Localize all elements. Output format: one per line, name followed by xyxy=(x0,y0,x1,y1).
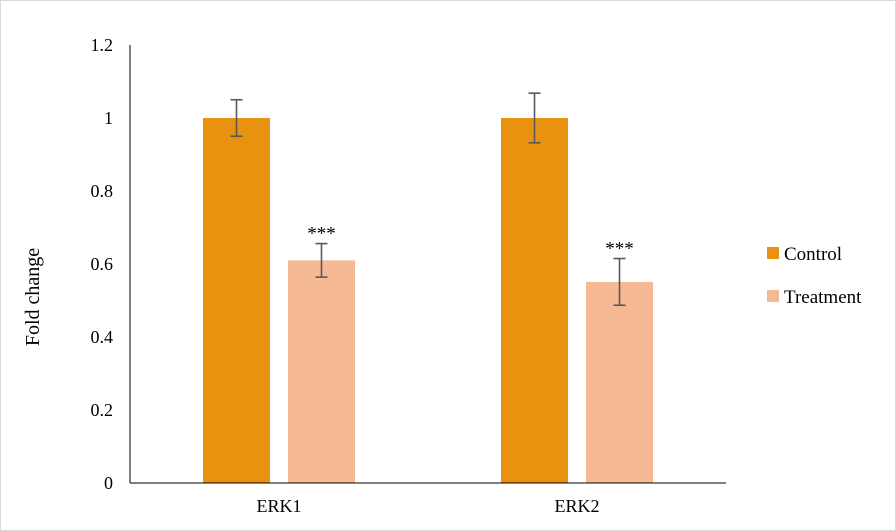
y-tick-label: 0 xyxy=(104,473,113,493)
bar-treatment-erk1 xyxy=(288,260,355,483)
bar-control-erk1 xyxy=(203,118,270,483)
legend-swatch-control xyxy=(767,247,779,259)
y-tick-label: 0.2 xyxy=(91,400,114,420)
y-tick-label: 0.4 xyxy=(91,327,114,347)
legend-label-treatment: Treatment xyxy=(784,287,862,308)
legend: Control Treatment xyxy=(767,244,862,308)
y-tick-label: 0.8 xyxy=(91,181,114,201)
y-tick-label: 0.6 xyxy=(91,254,114,274)
significance-label: *** xyxy=(605,239,634,260)
x-category-label: ERK1 xyxy=(257,496,302,516)
significance-label: *** xyxy=(307,224,336,245)
legend-swatch-treatment xyxy=(767,290,779,302)
y-tick-label: 1.2 xyxy=(91,35,114,55)
y-axis-title: Fold change xyxy=(22,248,44,346)
x-category-label: ERK2 xyxy=(555,496,600,516)
legend-label-control: Control xyxy=(784,244,842,265)
y-tick-label: 1 xyxy=(104,108,113,128)
bar-control-erk2 xyxy=(501,118,568,483)
bar-treatment-erk2 xyxy=(586,282,653,483)
